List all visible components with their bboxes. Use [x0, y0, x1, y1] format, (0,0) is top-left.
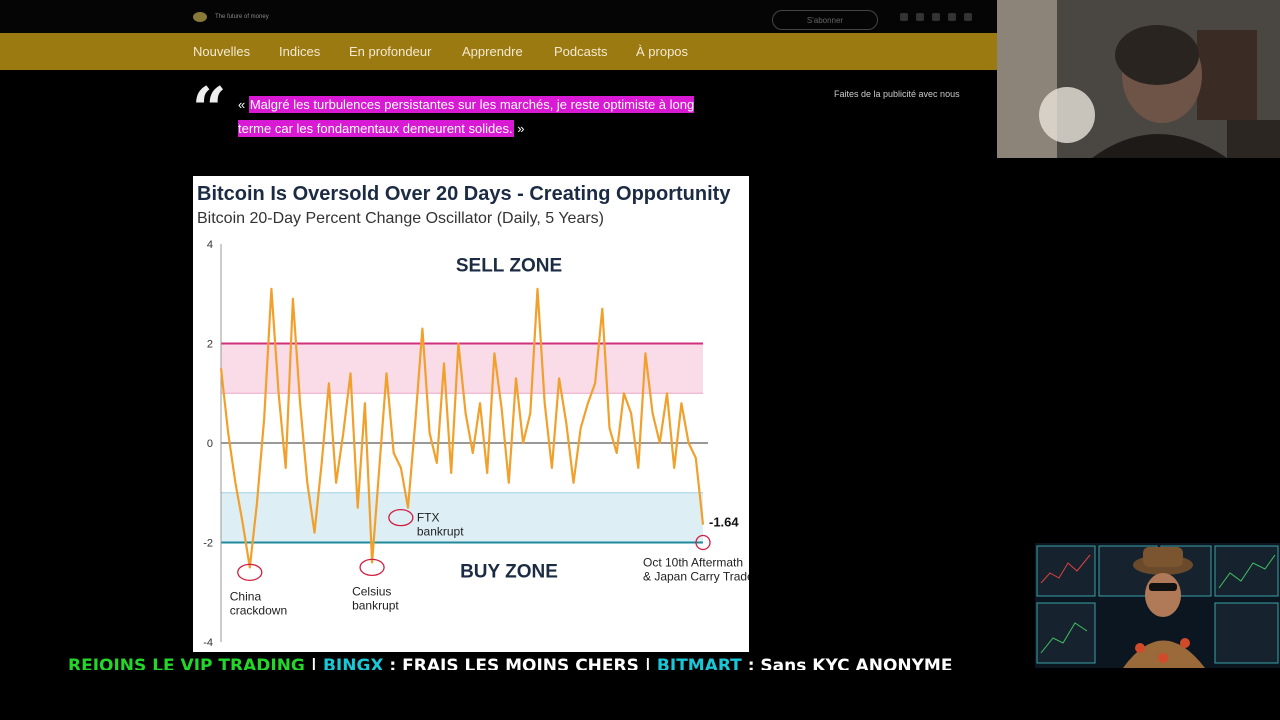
nav-item-podcasts[interactable]: Podcasts	[554, 44, 608, 59]
buy-zone-band	[221, 492, 703, 543]
linkedin-icon[interactable]	[948, 13, 956, 21]
y-tick-label: 0	[207, 438, 213, 450]
y-tick-label: -2	[203, 538, 213, 550]
logo-icon	[193, 12, 207, 22]
webcam-overlay	[997, 0, 1280, 158]
event-marker	[388, 508, 414, 527]
streamer-overlay	[1035, 543, 1280, 668]
chart-subtitle: Bitcoin 20-Day Percent Change Oscillator…	[197, 210, 604, 227]
last-value-label: -1.64	[709, 515, 739, 530]
instagram-icon[interactable]	[932, 13, 940, 21]
ticker-bingx: BINGX	[322, 656, 384, 670]
nav-item-en-profondeur[interactable]: En profondeur	[349, 44, 432, 59]
streamer-feed	[1035, 543, 1280, 668]
ticker-bingx-desc: : FRAIS LES MOINS CHERS	[383, 656, 645, 670]
y-tick-label: -4	[203, 637, 213, 649]
oscillator-line	[219, 287, 705, 569]
event-label: Celsius	[352, 584, 391, 598]
y-tick-label: 2	[207, 339, 213, 351]
event-marker	[359, 558, 385, 577]
youtube-icon[interactable]	[964, 13, 972, 21]
event-label: crackdown	[230, 603, 287, 617]
main-nav: Nouvelles Indices En profondeur Apprendr…	[0, 33, 997, 70]
quote-icon: “	[192, 75, 227, 145]
advertise-link[interactable]: Faites de la publicité avec nous	[834, 89, 960, 99]
site-header: The future of money S'abonner	[0, 0, 997, 33]
quote-open: «	[238, 97, 249, 112]
chart-image: Bitcoin Is Oversold Over 20 Days - Creat…	[193, 176, 749, 652]
buy-zone-label: BUY ZONE	[460, 561, 558, 582]
pull-quote: « Malgré les turbulences persistantes su…	[238, 93, 708, 141]
event-label: bankrupt	[417, 525, 464, 539]
event-marker	[237, 563, 263, 582]
nav-item-a-propos[interactable]: À propos	[636, 44, 689, 59]
ticker-vip: REJOINS LE VIP TRADING	[68, 656, 305, 670]
ticker-separator: |	[644, 656, 657, 670]
site-logo[interactable]: The future of money	[193, 12, 269, 22]
logo-tagline: The future of money	[215, 14, 269, 20]
ticker-bitmart-desc: : Sans KYC ANONYME	[741, 656, 953, 670]
sell-zone-label: SELL ZONE	[456, 255, 562, 276]
ticker-separator: |	[304, 656, 323, 670]
event-marker	[695, 534, 711, 551]
social-links	[900, 13, 972, 21]
nav-item-nouvelles[interactable]: Nouvelles	[193, 44, 251, 59]
x-icon[interactable]	[900, 13, 908, 21]
event-label: Oct 10th Aftermath	[643, 556, 743, 570]
nav-item-indices[interactable]: Indices	[279, 44, 321, 59]
quote-close: »	[513, 121, 525, 136]
event-label: bankrupt	[352, 598, 399, 612]
event-label: FTX	[417, 511, 440, 525]
event-label: China	[230, 589, 262, 603]
event-label: & Japan Carry Trade	[643, 570, 749, 584]
oscillator-chart: Bitcoin Is Oversold Over 20 Days - Creat…	[197, 183, 749, 649]
quote-text: Malgré les turbulences persistantes sur …	[238, 96, 695, 137]
facebook-icon[interactable]	[916, 13, 924, 21]
subscribe-button[interactable]: S'abonner	[772, 10, 878, 30]
ticker-bitmart: BITMART	[656, 656, 742, 670]
chart-title: Bitcoin Is Oversold Over 20 Days - Creat…	[197, 183, 731, 205]
webcam-feed	[997, 0, 1280, 158]
nav-item-apprendre[interactable]: Apprendre	[462, 44, 523, 59]
y-tick-label: 4	[207, 239, 213, 251]
ticker-banner: REJOINS LE VIP TRADING | BINGX : FRAIS L…	[0, 652, 1035, 670]
